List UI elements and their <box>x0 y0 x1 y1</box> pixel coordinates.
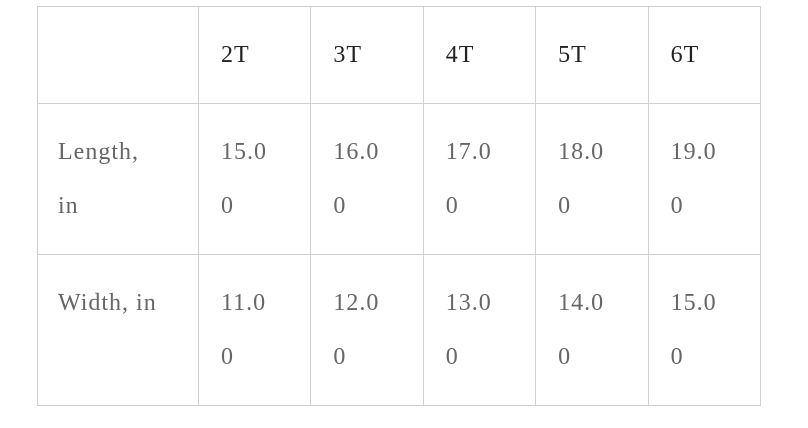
column-header: 3T <box>310 6 424 104</box>
header-row: 2T 3T 4T 5T 6T <box>37 6 761 104</box>
cell: 12.00 <box>310 254 424 406</box>
column-header: 4T <box>422 6 537 104</box>
row-label: Length, in <box>37 103 199 255</box>
size-table: 2T 3T 4T 5T 6T Length, in 15.00 16.00 17.00 18.0… <box>37 6 761 406</box>
cell: 19.00 <box>647 103 761 255</box>
table-row: Length, in 15.00 16.00 17.00 18.00 19.00 <box>37 103 761 255</box>
cell: 14.00 <box>535 254 649 406</box>
cell: 11.00 <box>197 254 312 406</box>
cell: 17.00 <box>422 103 537 255</box>
column-header: 5T <box>535 6 649 104</box>
cell: 13.00 <box>422 254 537 406</box>
row-label: Width, in <box>37 254 199 406</box>
column-header: 6T <box>647 6 761 104</box>
table-row: Width, in 11.00 12.00 13.00 14.00 15.00 <box>37 254 761 406</box>
column-header: 2T <box>197 6 312 104</box>
cell: 15.00 <box>647 254 761 406</box>
cell: 18.00 <box>535 103 649 255</box>
corner-cell <box>37 6 199 104</box>
cell: 15.00 <box>197 103 312 255</box>
cell: 16.00 <box>310 103 424 255</box>
